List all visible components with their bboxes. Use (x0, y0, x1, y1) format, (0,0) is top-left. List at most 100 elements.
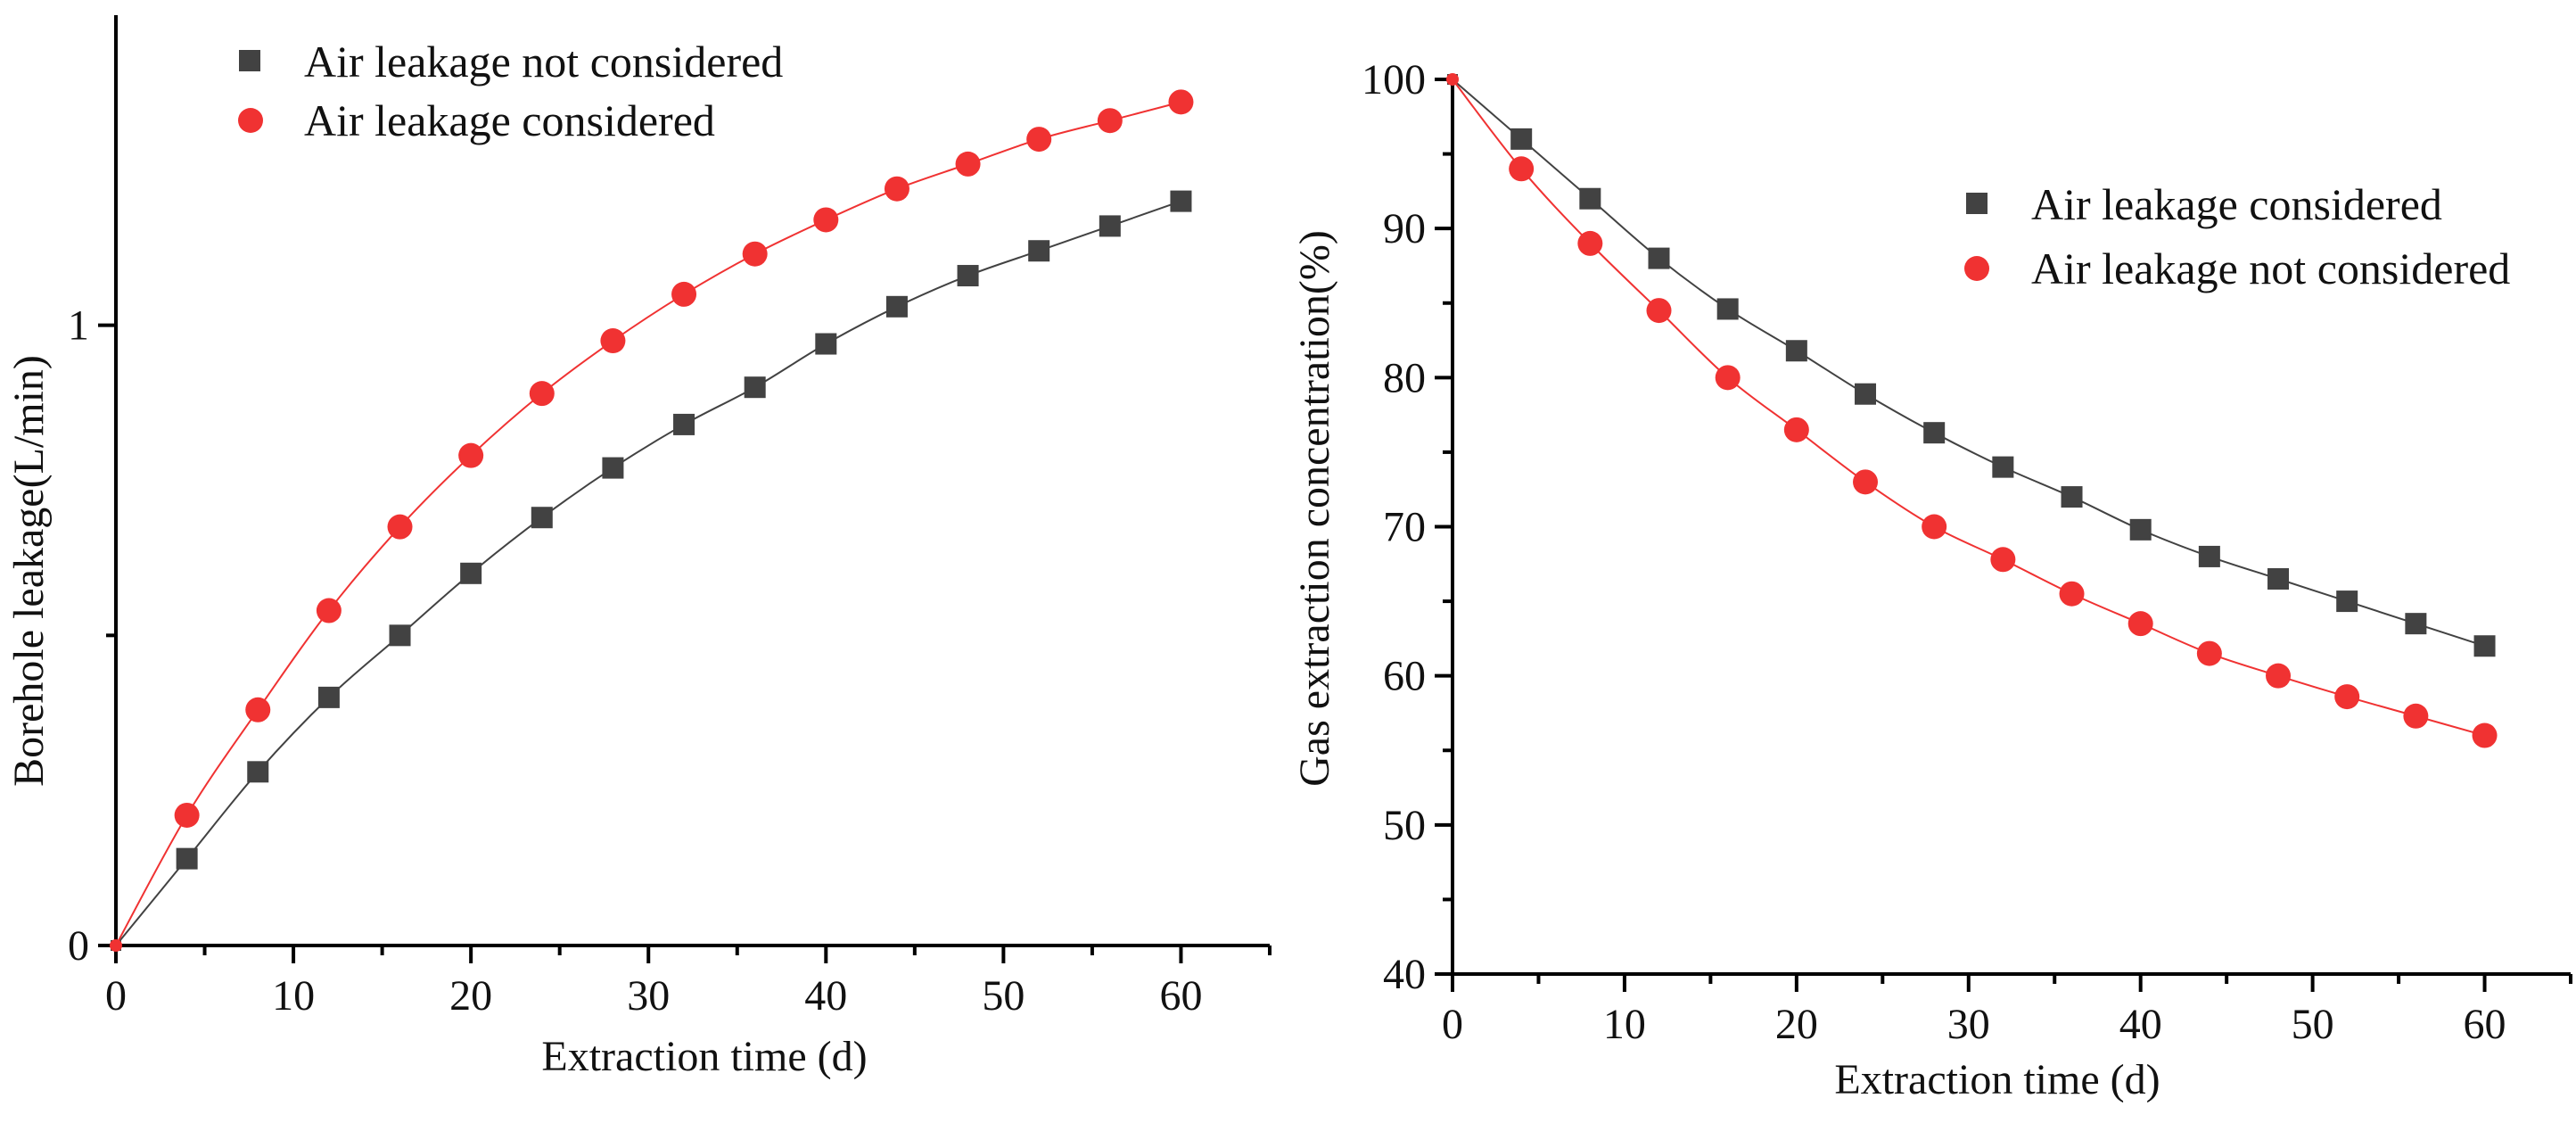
data-point-circle (742, 241, 768, 267)
data-point-square (247, 761, 269, 783)
legend-marker-circle (1964, 256, 1989, 281)
y-tick-label: 60 (1383, 653, 1426, 700)
data-point-circle (671, 281, 697, 307)
x-axis-title: Extraction time (d) (1834, 1056, 2160, 1103)
x-tick-label: 60 (1159, 972, 1202, 1020)
y-tick-label: 80 (1383, 354, 1426, 401)
data-point-square (1648, 247, 1670, 269)
y-axis-title: Borehole leakage(L/min) (5, 355, 53, 787)
x-axis-title: Extraction time (d) (541, 1033, 867, 1080)
data-point-square (2267, 568, 2290, 590)
series-line (1452, 78, 2485, 737)
data-point-circle (2266, 663, 2292, 689)
y-tick-label: 70 (1383, 504, 1426, 551)
data-point-circle (2472, 723, 2498, 748)
data-point-circle (2059, 581, 2085, 607)
data-point-square (531, 507, 553, 529)
data-point-square (744, 376, 766, 399)
data-point-circle (884, 176, 909, 202)
data-point-square (1855, 383, 1877, 405)
x-tick-label: 10 (1603, 1001, 1646, 1048)
x-tick-label: 0 (105, 972, 127, 1020)
data-point-square (957, 265, 979, 287)
x-tick-label: 40 (2119, 1001, 2162, 1048)
data-point-square (1028, 240, 1050, 262)
series-line (115, 101, 1181, 946)
data-point-square (2129, 518, 2152, 541)
x-tick-label: 40 (804, 972, 847, 1020)
data-point-square (1716, 298, 1739, 320)
data-point-circle (600, 328, 626, 354)
y-tick-label: 0 (68, 922, 89, 970)
data-point-square (389, 624, 411, 647)
data-point-circle (1509, 156, 1535, 182)
data-point-circle (1990, 547, 2016, 573)
legend-label: Air leakage not considered (304, 37, 783, 87)
x-tick-label: 20 (449, 972, 492, 1020)
data-point-circle (245, 697, 271, 723)
data-point-circle (174, 802, 200, 828)
data-point-circle (1446, 73, 1459, 86)
data-point-circle (1715, 365, 1741, 391)
data-point-circle (1097, 108, 1123, 134)
x-tick-label: 0 (1442, 1001, 1463, 1048)
data-point-square (673, 413, 695, 435)
data-point-square (1992, 456, 2014, 478)
data-point-circle (316, 598, 342, 623)
data-point-circle (1853, 469, 1879, 495)
data-point-square (1579, 187, 1601, 210)
data-point-square (602, 457, 624, 479)
legend-marker-circle (238, 108, 263, 133)
data-point-square (176, 847, 198, 870)
data-point-square (1170, 190, 1192, 212)
data-point-circle (2196, 640, 2222, 666)
series-line (1452, 78, 2485, 648)
x-tick-label: 10 (272, 972, 315, 1020)
series-square (1447, 74, 2496, 657)
legend-label: Air leakage considered (2031, 179, 2442, 229)
x-tick-label: 20 (1775, 1001, 1818, 1048)
data-point-square (1510, 128, 1533, 150)
legend-label: Air leakage not considered (2031, 244, 2510, 293)
data-point-circle (1922, 514, 1947, 540)
legend-marker-square (239, 50, 260, 71)
data-point-circle (458, 442, 484, 468)
data-point-circle (2403, 703, 2429, 729)
data-point-square (2061, 486, 2083, 508)
y-axis-title: Gas extraction concentration(%) (1291, 230, 1338, 787)
legend-label: Air leakage considered (304, 95, 715, 145)
data-point-circle (1783, 417, 1809, 442)
legend: Air leakage considered Air leakage not c… (1964, 179, 2510, 293)
x-tick-label: 30 (1947, 1001, 1990, 1048)
y-tick-label: 90 (1383, 205, 1426, 252)
y-tick-label: 40 (1383, 951, 1426, 998)
data-point-square (885, 295, 908, 318)
legend: Air leakage not considered Air leakage c… (238, 37, 783, 145)
data-point-square (460, 562, 482, 584)
data-point-square (815, 333, 837, 355)
data-point-circle (2127, 611, 2153, 637)
data-point-square (2336, 590, 2358, 613)
data-point-circle (2334, 684, 2360, 710)
y-tick-label: 100 (1362, 56, 1426, 103)
gas-concentration-chart: Extraction time (d) Gas extraction conce… (1291, 56, 2572, 1103)
data-point-circle (529, 381, 555, 407)
data-point-circle (110, 939, 122, 952)
data-point-square (2473, 635, 2496, 657)
data-point-circle (955, 151, 981, 177)
y-tick-label: 1 (68, 302, 89, 350)
axes: 0 10 20 30 40 50 60 40 50 60 70 80 90 100 (1362, 56, 2572, 1048)
x-tick-label: 30 (627, 972, 670, 1020)
axes: 0 10 20 30 40 50 60 0 1 (68, 15, 1272, 1020)
data-point-circle (387, 514, 413, 540)
data-point-square (1923, 422, 1946, 444)
series-circle (1446, 73, 2498, 748)
y-tick-label: 50 (1383, 802, 1426, 849)
data-point-square (2405, 613, 2427, 635)
data-point-circle (1577, 230, 1603, 256)
data-point-circle (813, 207, 839, 233)
series-circle (110, 89, 1194, 952)
series-square (111, 190, 1192, 951)
data-point-square (2198, 545, 2220, 567)
